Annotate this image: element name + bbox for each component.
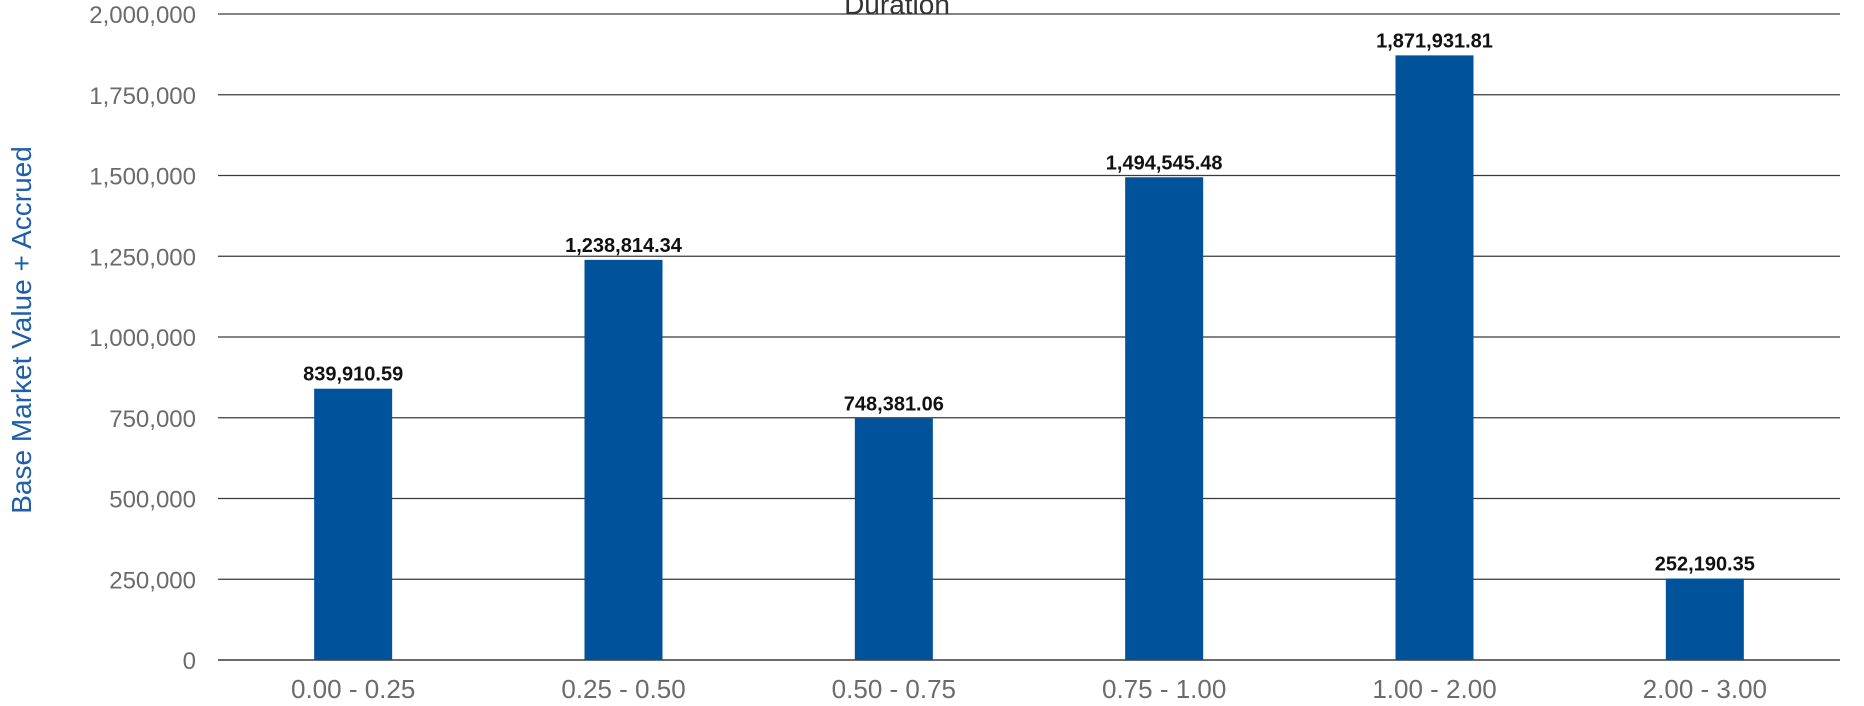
bar [584, 259, 663, 660]
bars [314, 55, 1744, 660]
bar [314, 388, 393, 660]
y-tick-label: 1,000,000 [89, 325, 196, 352]
bar-value-label: 1,494,545.48 [1106, 152, 1223, 174]
y-tick-label: 1,500,000 [89, 164, 196, 191]
x-tick-label: 1.00 - 2.00 [1372, 674, 1496, 704]
bar-value-label: 748,381.06 [844, 393, 944, 415]
y-tick-label: 750,000 [109, 406, 196, 433]
bar [854, 418, 933, 660]
bar [1395, 55, 1474, 660]
bar [1665, 578, 1744, 660]
gridlines [218, 13, 1840, 661]
y-tick-label: 1,250,000 [89, 244, 196, 271]
x-tick-label: 0.50 - 0.75 [832, 674, 956, 704]
y-axis-ticks: 0 250,000 500,000 750,000 1,000,000 1,250,000… [89, 2, 196, 675]
bar-value-label: 1,238,814.34 [565, 235, 683, 257]
y-tick-label: 2,000,000 [89, 2, 196, 29]
y-tick-label: 250,000 [109, 567, 196, 594]
x-tick-label: 0.25 - 0.50 [561, 674, 685, 704]
bar [1125, 177, 1204, 660]
y-tick-label: 500,000 [109, 487, 196, 514]
bar-value-label: 839,910.59 [303, 364, 403, 386]
y-tick-label: 1,750,000 [89, 83, 196, 110]
x-tick-label: 0.75 - 1.00 [1102, 674, 1226, 704]
bar-value-label: 252,190.35 [1655, 554, 1755, 576]
x-tick-label: 2.00 - 3.00 [1643, 674, 1767, 704]
x-tick-label: 0.00 - 0.25 [291, 674, 415, 704]
bar-value-label: 1,871,931.81 [1376, 30, 1493, 52]
y-axis-title: Base Market Value + Accrued [6, 146, 37, 514]
y-tick-label: 0 [183, 648, 196, 675]
chart-title: Duration [844, 0, 950, 20]
x-axis-ticks: 0.00 - 0.25 0.25 - 0.50 0.50 - 0.75 0.75 - … [291, 674, 1767, 704]
data-labels: 839,910.59 1,238,814.34 748,381.06 1,494,54… [303, 30, 1755, 575]
